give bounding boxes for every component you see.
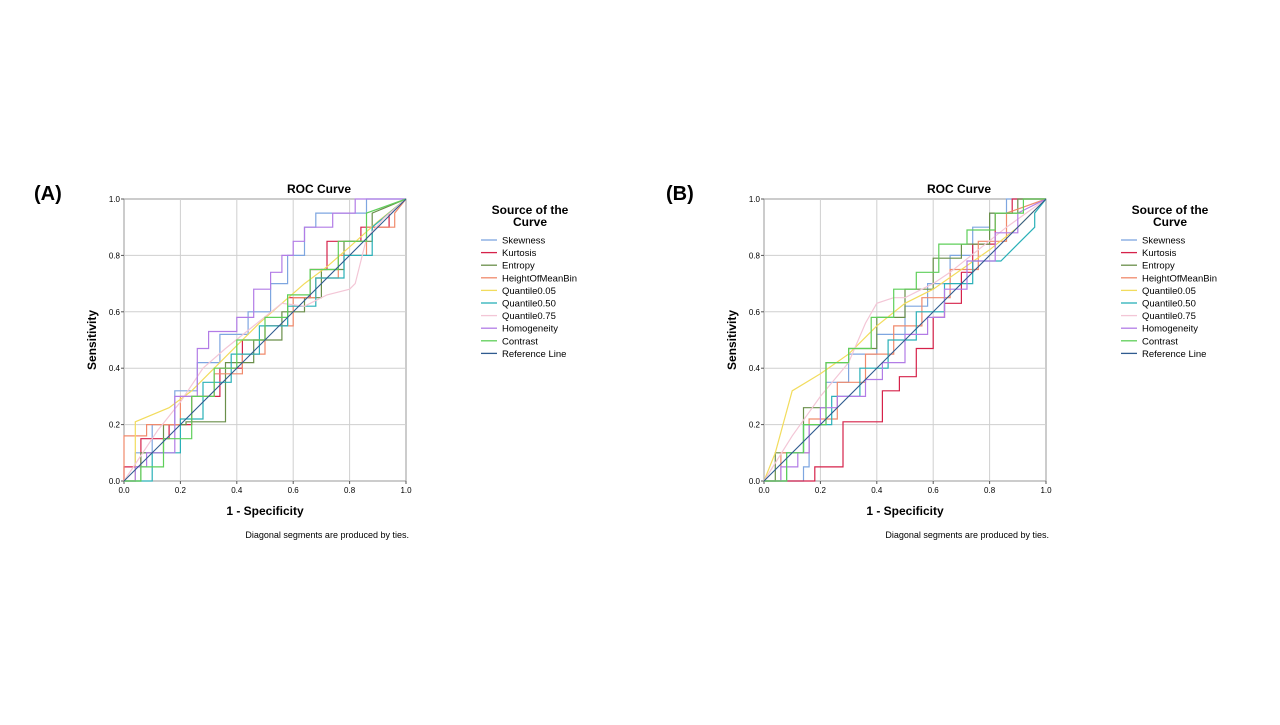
legend-label: Quantile0.05 [1142, 286, 1196, 297]
legend-item-heightofmeanbin: HeightOfMeanBin [481, 273, 577, 284]
legend-item-homogeneity: Homogeneity [1121, 324, 1198, 335]
legend-label: Homogeneity [1142, 324, 1198, 335]
y-tick-label: 0.4 [749, 364, 761, 373]
legend-title: Source of the Curve [1132, 203, 1209, 229]
series-line-quantile0-05 [763, 198, 1047, 482]
x-axis-label: 1 - Specificity [226, 504, 304, 518]
legend-item-reference-line: Reference Line [481, 349, 566, 360]
series-line-quantile0-05 [124, 198, 407, 482]
legend-item-quantile0-75: Quantile0.75 [481, 311, 556, 322]
legend-label: Contrast [502, 336, 538, 347]
roc-panel-a: (A) ROC Curve 0.0 0.2 0.4 0.6 0.8 1.0 0.0 0.2 0.4 0… [34, 182, 577, 540]
legend-label: Quantile0.50 [1142, 299, 1196, 310]
legend-item-quantile0-50: Quantile0.50 [1121, 299, 1196, 310]
legend-item-entropy: Entropy [481, 261, 535, 272]
x-tick-label: 1.0 [400, 486, 412, 495]
x-tick-label: 0.4 [231, 486, 243, 495]
legend-label: Kurtosis [1142, 248, 1177, 259]
chart-title: ROC Curve [927, 182, 991, 196]
legend-item-kurtosis: Kurtosis [481, 248, 537, 259]
x-tick-label: 0.0 [758, 486, 770, 495]
y-tick-label: 0.6 [109, 308, 121, 317]
footnote: Diagonal segments are produced by ties. [885, 530, 1049, 540]
series-line-reference-line [763, 198, 1047, 482]
legend-label: Quantile0.05 [502, 286, 556, 297]
x-tick-label: 0.2 [175, 486, 187, 495]
legend-label: Contrast [1142, 336, 1178, 347]
series-line-reference-line [123, 198, 407, 482]
x-axis-label: 1 - Specificity [866, 504, 944, 518]
x-tick-label: 0.2 [815, 486, 827, 495]
legend-title-line: Source of the [1132, 203, 1209, 217]
y-axis-label: Sensitivity [85, 310, 99, 370]
series-line-skewness [124, 198, 406, 482]
legend-item-quantile0-50: Quantile0.50 [481, 299, 556, 310]
legend-title-line: Curve [513, 215, 547, 229]
y-tick-label: 0.0 [109, 477, 121, 486]
legend-label: Skewness [502, 236, 546, 247]
legend-item-skewness: Skewness [481, 236, 546, 247]
legend-item-skewness: Skewness [1121, 236, 1186, 247]
legend-item-kurtosis: Kurtosis [1121, 248, 1177, 259]
y-tick-label: 0.4 [109, 364, 121, 373]
legend-item-entropy: Entropy [1121, 261, 1175, 272]
legend-label: Kurtosis [502, 248, 537, 259]
footnote: Diagonal segments are produced by ties. [245, 530, 409, 540]
y-tick-label: 0.2 [109, 421, 121, 430]
roc-panel-b: (B) ROC Curve 0.0 0.2 0.4 0.6 0.8 1.0 0.0 0.2 0.4 0… [666, 182, 1217, 540]
x-tick-label: 1.0 [1040, 486, 1052, 495]
legend-label: Quantile0.75 [502, 311, 556, 322]
legend-label: HeightOfMeanBin [1142, 273, 1217, 284]
legend-label: Skewness [1142, 236, 1186, 247]
x-tick-label: 0.8 [984, 486, 996, 495]
series-line-contrast [124, 198, 407, 482]
y-tick-label: 0.8 [749, 251, 761, 260]
legend-title-line: Curve [1153, 215, 1187, 229]
y-axis-label: Sensitivity [725, 310, 739, 370]
legend-label: Quantile0.50 [502, 299, 556, 310]
y-tick-label: 0.2 [749, 421, 761, 430]
panel-label: (A) [34, 183, 62, 205]
legend-label: Reference Line [1142, 349, 1206, 360]
x-tick-label: 0.0 [118, 486, 130, 495]
series-line-quantile0-75 [763, 198, 1047, 482]
legend-item-quantile0-05: Quantile0.05 [481, 286, 556, 297]
y-tick-label: 1.0 [109, 195, 121, 204]
legend-label: Reference Line [502, 349, 566, 360]
legend-item-homogeneity: Homogeneity [481, 324, 558, 335]
legend-title-line: Source of the [492, 203, 569, 217]
legend-label: HeightOfMeanBin [502, 273, 577, 284]
legend-label: Homogeneity [502, 324, 558, 335]
series-line-homogeneity [124, 198, 406, 482]
panel-label: (B) [666, 183, 694, 205]
series-group [123, 198, 407, 482]
legend-item-contrast: Contrast [481, 336, 538, 347]
x-tick-label: 0.4 [871, 486, 883, 495]
series-line-contrast [764, 198, 1046, 482]
y-tick-label: 0.0 [749, 477, 761, 486]
legend-item-heightofmeanbin: HeightOfMeanBin [1121, 273, 1217, 284]
x-tick-label: 0.6 [288, 486, 300, 495]
y-tick-label: 0.6 [749, 308, 761, 317]
legend-label: Quantile0.75 [1142, 311, 1196, 322]
legend-title: Source of the Curve [492, 203, 569, 229]
legend-item-quantile0-05: Quantile0.05 [1121, 286, 1196, 297]
y-tick-label: 0.8 [109, 251, 121, 260]
series-group [763, 198, 1047, 482]
x-tick-label: 0.6 [928, 486, 940, 495]
legend-label: Entropy [502, 261, 535, 272]
chart-title: ROC Curve [287, 182, 351, 196]
x-tick-label: 0.8 [344, 486, 356, 495]
legend-item-contrast: Contrast [1121, 336, 1178, 347]
legend-item-reference-line: Reference Line [1121, 349, 1206, 360]
legend-item-quantile0-75: Quantile0.75 [1121, 311, 1196, 322]
legend-label: Entropy [1142, 261, 1175, 272]
y-tick-label: 1.0 [749, 195, 761, 204]
